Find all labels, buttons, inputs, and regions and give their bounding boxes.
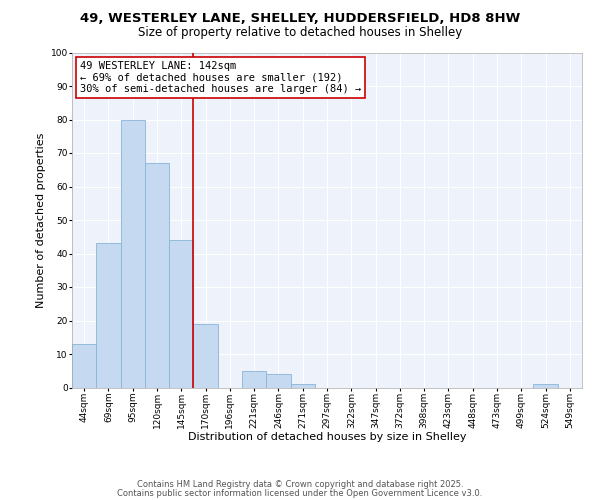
Text: Size of property relative to detached houses in Shelley: Size of property relative to detached ho…	[138, 26, 462, 39]
Bar	[96, 244, 121, 388]
Bar	[145, 163, 169, 388]
X-axis label: Distribution of detached houses by size in Shelley: Distribution of detached houses by size …	[188, 432, 466, 442]
Bar	[169, 240, 193, 388]
Text: 49, WESTERLEY LANE, SHELLEY, HUDDERSFIELD, HD8 8HW: 49, WESTERLEY LANE, SHELLEY, HUDDERSFIEL…	[80, 12, 520, 26]
Bar	[266, 374, 290, 388]
Bar	[193, 324, 218, 388]
Text: Contains public sector information licensed under the Open Government Licence v3: Contains public sector information licen…	[118, 488, 482, 498]
Bar	[121, 120, 145, 388]
Text: Contains HM Land Registry data © Crown copyright and database right 2025.: Contains HM Land Registry data © Crown c…	[137, 480, 463, 489]
Bar	[72, 344, 96, 388]
Text: 49 WESTERLEY LANE: 142sqm
← 69% of detached houses are smaller (192)
30% of semi: 49 WESTERLEY LANE: 142sqm ← 69% of detac…	[80, 61, 361, 94]
Y-axis label: Number of detached properties: Number of detached properties	[37, 132, 46, 308]
Bar	[533, 384, 558, 388]
Bar	[242, 371, 266, 388]
Bar	[290, 384, 315, 388]
